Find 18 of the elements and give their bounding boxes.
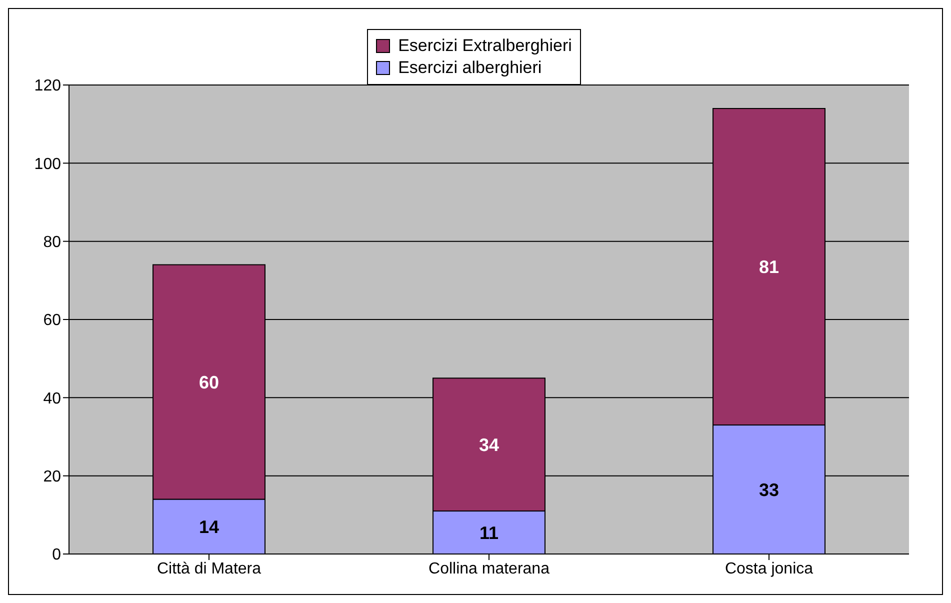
y-tick-label: 20 xyxy=(43,468,62,486)
y-tick-label: 120 xyxy=(34,78,62,95)
data-label: 33 xyxy=(758,480,780,500)
data-label: 14 xyxy=(198,517,220,538)
data-label: 81 xyxy=(758,257,780,278)
x-tick-label: Collina materana xyxy=(428,560,550,578)
legend-label: Esercizi Extralberghieri xyxy=(397,36,572,56)
x-tick-label: Costa jonica xyxy=(724,560,814,578)
y-tick-label: 80 xyxy=(43,234,62,252)
y-tick-label: 40 xyxy=(43,390,62,408)
y-tick-label: 60 xyxy=(43,312,62,330)
data-label: 11 xyxy=(479,522,499,543)
y-tick-label: 100 xyxy=(34,156,62,173)
data-label: 60 xyxy=(198,372,220,392)
y-tick-label: 0 xyxy=(52,546,62,564)
x-tick-label: Città di Matera xyxy=(156,560,262,578)
legend-label: Esercizi alberghieri xyxy=(397,58,543,78)
data-label: 34 xyxy=(478,434,500,455)
